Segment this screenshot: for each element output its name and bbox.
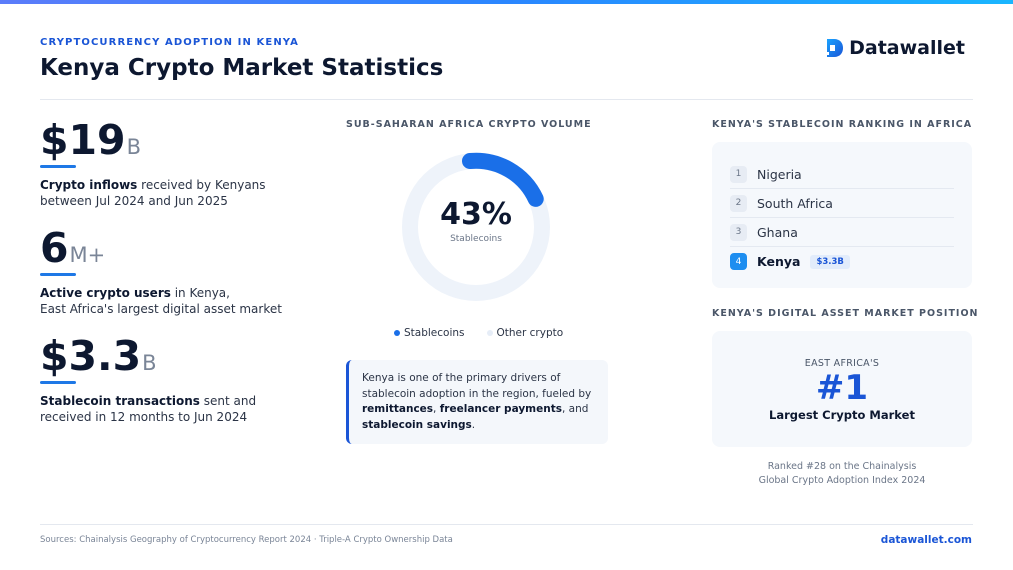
footer-divider	[40, 524, 973, 525]
eyebrow-label: CRYPTOCURRENCY ADOPTION IN KENYA	[40, 37, 300, 48]
stat-value: 6	[40, 224, 69, 272]
rank-country: South Africa	[757, 195, 833, 211]
legend-label: Other crypto	[496, 327, 564, 339]
stat-description: Active crypto users in Kenya, East Afric…	[40, 286, 282, 316]
stat-stablecoin-transactions: $3.3 B Stablecoin transactions sent and …	[40, 334, 310, 425]
ranking-card: 1 Nigeria 2 South Africa 3 Ghana 4 Kenya…	[712, 142, 972, 288]
datawallet-logo[interactable]: Datawallet	[825, 37, 965, 59]
footer-website-link[interactable]: datawallet.com	[880, 534, 972, 546]
legend-dot	[486, 330, 493, 336]
donut-center: 43% Stablecoins	[399, 197, 553, 245]
position-region: EAST AFRICA'S	[804, 358, 880, 369]
donut-value: 43%	[440, 197, 512, 232]
position-caption: Largest Crypto Market	[769, 408, 915, 422]
stat-unit: B	[126, 135, 142, 159]
stat-unit: B	[142, 351, 157, 375]
chainalysis-rank-note: Ranked #28 on the Chainalysis Global Cry…	[758, 461, 926, 486]
stat-underline	[40, 165, 76, 168]
donut-slice-stablecoins	[462, 152, 544, 207]
rank-country: Kenya	[757, 254, 801, 269]
rank-country: Nigeria	[757, 166, 802, 182]
stat-description: Crypto inflows received by Kenyans betwe…	[40, 178, 266, 208]
kenya-note-callout: Kenya is one of the primary drivers of s…	[346, 360, 608, 444]
rank-value-badge: $3.3B	[810, 254, 850, 269]
page-title: Kenya Crypto Market Statistics	[40, 55, 444, 81]
donut-label: Stablecoins	[450, 234, 502, 244]
stablecoin-donut-chart	[402, 152, 550, 301]
ranking-section-label: KENYA'S STABLECOIN RANKING IN AFRICA	[712, 119, 973, 130]
ranking-row: 1 Nigeria	[730, 160, 954, 189]
market-position-card: EAST AFRICA'S #1 Largest Crypto Market	[712, 331, 972, 447]
stat-value: $3.3	[40, 332, 142, 380]
stat-unit: M+	[69, 243, 106, 267]
stat-underline	[40, 273, 76, 276]
legend-item-other-crypto: Other crypto	[486, 327, 564, 339]
rank-number: 1	[730, 165, 747, 183]
rank-number: 3	[730, 223, 747, 241]
stat-underline	[40, 381, 76, 384]
ranking-row-highlighted: 4 Kenya $3.3B	[730, 247, 954, 276]
legend-label: Stablecoins	[404, 327, 465, 339]
position-rank: #1	[815, 368, 869, 408]
legend-dot	[394, 330, 400, 336]
stat-crypto-inflows: $19 B Crypto inflows received by Kenyans…	[40, 118, 310, 209]
ranking-row: 3 Ghana	[730, 218, 954, 247]
ranking-row: 2 South Africa	[730, 189, 954, 218]
rank-number: 2	[730, 194, 747, 212]
donut-legend: Stablecoins Other crypto	[394, 327, 585, 339]
position-section-label: KENYA'S DIGITAL ASSET MARKET POSITION	[712, 308, 979, 319]
datawallet-logo-icon	[825, 37, 845, 59]
stat-value: $19	[40, 116, 126, 164]
rank-number: 4	[730, 253, 747, 270]
rank-country: Ghana	[757, 224, 798, 240]
stat-description: Stablecoin transactions sent and receive…	[40, 394, 257, 424]
header-divider	[40, 99, 973, 100]
stat-active-users: 6 M+ Active crypto users in Kenya, East …	[40, 226, 310, 317]
logo-text: Datawallet	[849, 37, 965, 59]
legend-item-stablecoins: Stablecoins	[394, 327, 465, 339]
footer-sources: Sources: Chainalysis Geography of Crypto…	[40, 535, 453, 545]
volume-section-label: SUB-SAHARAN AFRICA CRYPTO VOLUME	[346, 119, 592, 130]
top-accent-bar	[0, 0, 1013, 4]
